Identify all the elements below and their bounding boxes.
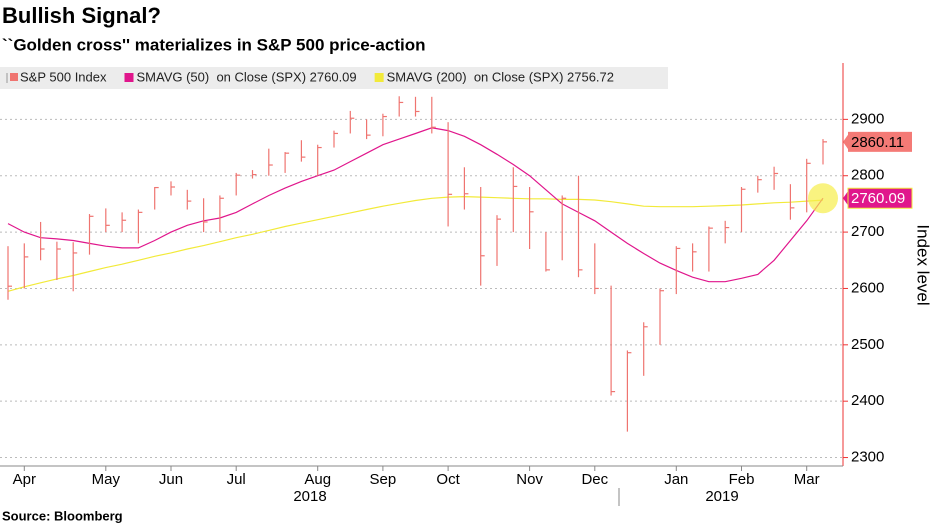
sma-line	[7, 127, 824, 283]
y-tick-label: 2400	[851, 392, 884, 409]
x-tick-label: Sep	[370, 471, 397, 488]
y-tick-label: 2300	[851, 449, 884, 466]
plot	[0, 96, 843, 459]
legend-swatch	[374, 73, 384, 82]
sma-line	[7, 195, 824, 292]
legend-swatch	[10, 73, 18, 81]
chart-title: Bullish Signal?	[2, 3, 161, 28]
x-group-label: 2018	[293, 488, 326, 505]
legend-background	[0, 67, 668, 89]
y-tick-label: 2900	[851, 110, 884, 127]
x-tick-label: Jan	[664, 471, 688, 488]
y-tick-label: 2700	[851, 223, 884, 240]
x-tick-label: Nov	[516, 471, 543, 488]
legend-label: SMAVG (200) on Close (SPX) 2756.72	[387, 69, 614, 84]
legend-label: SMAVG (50) on Close (SPX) 2760.09	[137, 69, 357, 84]
x-tick-label: Feb	[729, 471, 755, 488]
crossover-highlight	[808, 183, 838, 214]
source: Source: Bloomberg	[2, 508, 123, 523]
last-value-label: 2860.11	[851, 134, 904, 151]
x-tick-label: Jul	[227, 471, 246, 488]
x-tick-label: Oct	[436, 471, 460, 488]
legend-swatch	[124, 73, 134, 82]
last-value-box	[848, 131, 912, 152]
y-tick-label: 2600	[851, 279, 884, 296]
x-tick-label: Dec	[581, 471, 608, 488]
last-value-label: 2760.09	[851, 190, 905, 207]
x-tick-label: Jun	[159, 471, 183, 488]
y-axis-label: Index level	[914, 224, 933, 305]
legend-label: S&P 500 Index	[20, 69, 107, 84]
chart-subtitle: ``Golden cross'' materializes in S&P 500…	[2, 35, 425, 54]
last-value-box	[847, 187, 913, 209]
x-group-label: 2019	[705, 488, 738, 505]
y-tick-label: 2500	[851, 336, 884, 353]
x-tick-label: May	[92, 471, 121, 488]
x-tick-label: Aug	[304, 471, 331, 488]
y-tick-label: 2800	[851, 167, 884, 184]
x-tick-label: Apr	[13, 471, 36, 488]
x-tick-label: Mar	[794, 471, 820, 488]
